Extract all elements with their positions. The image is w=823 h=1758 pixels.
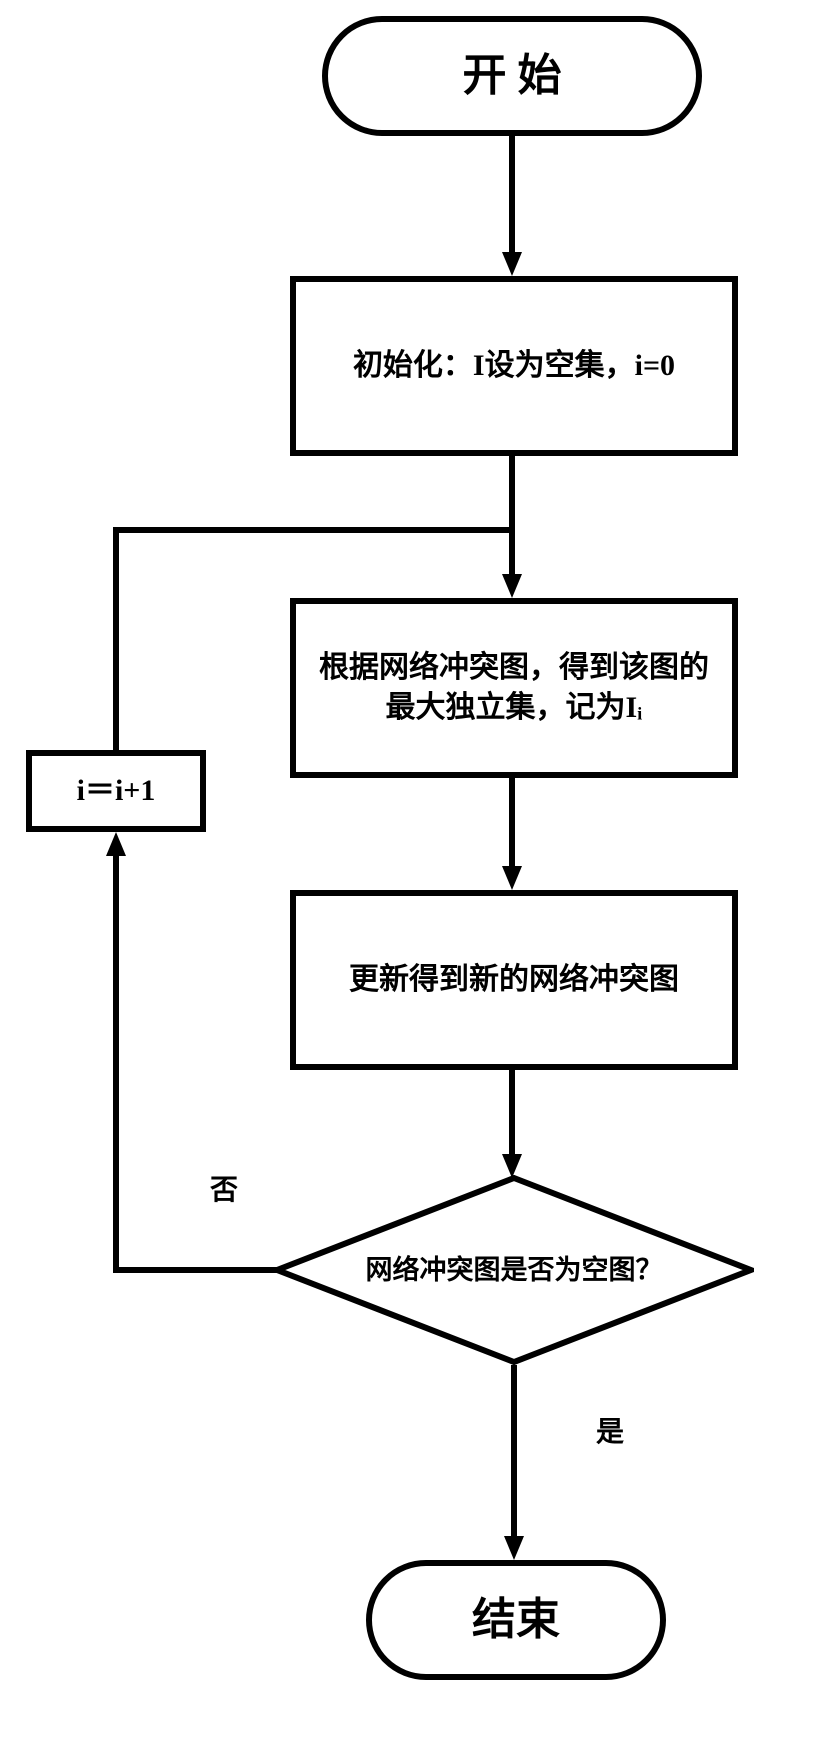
edge-decision-increment — [116, 848, 277, 1270]
max-independent-set-box: 根据网络冲突图，得到该图的最大独立集，记为Iᵢ — [290, 598, 738, 778]
arrow-decision-increment — [106, 832, 126, 856]
arrow-start-init — [502, 252, 522, 276]
start-label: 开 始 — [463, 46, 562, 105]
decision-label-wrap: 网络冲突图是否为空图？ — [364, 1220, 664, 1320]
init-box: 初始化：I设为空集，i=0 — [290, 276, 738, 456]
arrow-decision-end — [504, 1536, 524, 1560]
decision-diamond: 网络冲突图是否为空图？ — [274, 1175, 754, 1365]
start-terminator: 开 始 — [322, 16, 702, 136]
update-box: 更新得到新的网络冲突图 — [290, 890, 738, 1070]
init-label: 初始化：I设为空集，i=0 — [353, 346, 675, 387]
edge-label-no: 否 — [210, 1168, 238, 1208]
increment-label: i＝i+1 — [77, 771, 156, 812]
update-label: 更新得到新的网络冲突图 — [349, 960, 679, 1001]
end-terminator: 结束 — [366, 1560, 666, 1680]
end-label: 结束 — [472, 1590, 560, 1649]
increment-box: i＝i+1 — [26, 750, 206, 832]
flowchart-canvas: 开 始 初始化：I设为空集，i=0 根据网络冲突图，得到该图的最大独立集，记为I… — [0, 0, 823, 1758]
decision-label: 网络冲突图是否为空图？ — [366, 1252, 663, 1288]
max-independent-set-label: 根据网络冲突图，得到该图的最大独立集，记为Iᵢ — [314, 648, 714, 729]
edge-label-yes: 是 — [596, 1410, 624, 1450]
arrow-init-maxis — [502, 574, 522, 598]
edges-overlay — [0, 0, 823, 1758]
arrow-maxis-update — [502, 866, 522, 890]
